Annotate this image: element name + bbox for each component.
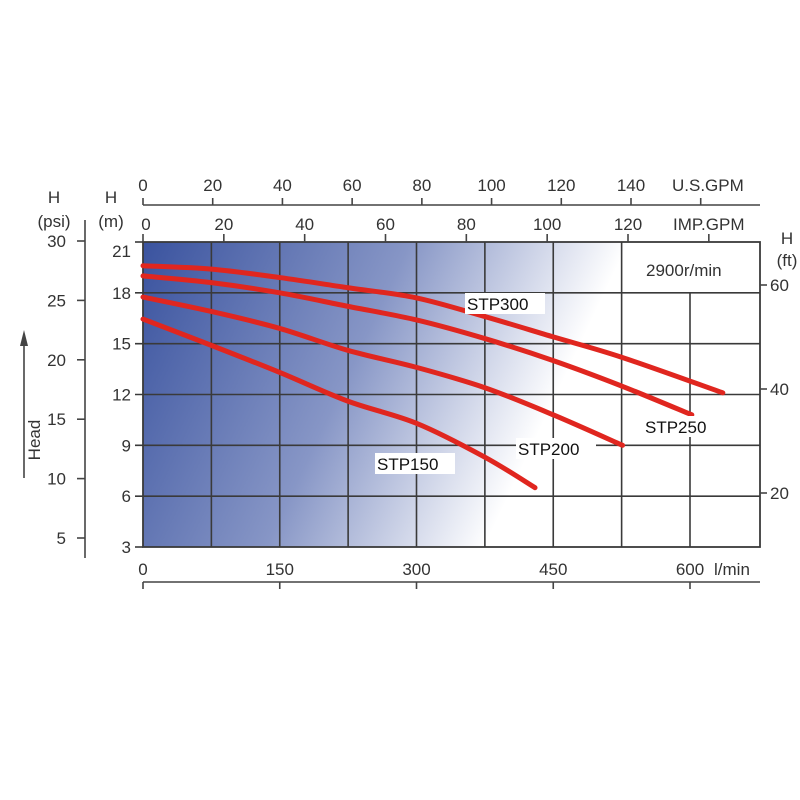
ft-tick-label: 40 xyxy=(770,380,789,399)
impgpm-tick-label: 20 xyxy=(214,215,233,234)
curve-stp200 xyxy=(140,294,626,448)
lmin-tick-label: 0 xyxy=(138,560,147,579)
head-arrow-icon xyxy=(20,330,28,478)
plot-frame xyxy=(142,241,761,548)
curves xyxy=(140,263,726,491)
psi-tick-label: 5 xyxy=(57,529,66,548)
curve-label-bg xyxy=(465,293,545,314)
psi-tick-label: 10 xyxy=(47,470,66,489)
m-tick-label: 18 xyxy=(112,284,131,303)
usgpm-tick-label: 100 xyxy=(477,176,505,195)
m-axis-unit: (m) xyxy=(98,212,123,231)
usgpm-tick-label: 140 xyxy=(617,176,645,195)
impgpm-tick-label: 120 xyxy=(614,215,642,234)
ft-axis-unit: (ft) xyxy=(777,251,798,270)
m-tick-label: 9 xyxy=(122,436,131,455)
ft-axis-title: H xyxy=(781,229,793,248)
psi-tick-label: 25 xyxy=(47,291,66,310)
grid xyxy=(135,241,761,548)
impgpm-tick-label: 40 xyxy=(295,215,314,234)
x-unit-label: l/min xyxy=(714,560,750,579)
psi-tick-label: 15 xyxy=(47,410,66,429)
lmin-tick-label: 150 xyxy=(266,560,294,579)
usgpm-axis-label: U.S.GPM xyxy=(672,176,744,195)
lmin-tick-label: 300 xyxy=(402,560,430,579)
ft-tick-label: 20 xyxy=(770,484,789,503)
psi-tick-label: 30 xyxy=(47,232,66,251)
curve-stp300 xyxy=(140,263,726,396)
usgpm-tick-label: 120 xyxy=(547,176,575,195)
impgpm-tick-label: 80 xyxy=(457,215,476,234)
psi-axis-title: H xyxy=(48,188,60,207)
speed-annotation: 2900r/min xyxy=(646,261,722,280)
curve-label-stp300: STP300 xyxy=(467,295,528,314)
curve-label-stp150: STP150 xyxy=(377,455,438,474)
m-tick-label: 12 xyxy=(112,386,131,405)
ft-tick-label: 60 xyxy=(770,276,789,295)
m-axis-title: H xyxy=(105,188,117,207)
head-axis-title: Head xyxy=(25,420,44,461)
m-tick-label: 21 xyxy=(112,242,131,261)
curve-label-bg xyxy=(516,438,596,459)
impgpm-axis-label: IMP.GPM xyxy=(673,215,744,234)
curve-label-bg xyxy=(375,453,455,474)
usgpm-tick-label: 0 xyxy=(138,176,147,195)
usgpm-tick-label: 40 xyxy=(273,176,292,195)
impgpm-tick-label: 60 xyxy=(376,215,395,234)
lmin-tick-label: 600 xyxy=(676,560,704,579)
m-tick-label: 6 xyxy=(122,487,131,506)
curve-stp150 xyxy=(140,316,538,491)
impgpm-tick-label: 0 xyxy=(141,215,150,234)
labels: STP300 STP250 STP200 STP150 xyxy=(375,293,723,474)
usgpm-tick-label: 20 xyxy=(203,176,222,195)
impgpm-tick-label: 100 xyxy=(533,215,561,234)
usgpm-tick-label: 80 xyxy=(412,176,431,195)
psi-tick-label: 20 xyxy=(47,351,66,370)
lmin-tick-label: 450 xyxy=(539,560,567,579)
m-tick-label: 15 xyxy=(112,335,131,354)
curve-stp250 xyxy=(140,273,695,418)
curve-label-stp250: STP250 xyxy=(645,418,706,437)
curve-label-bg xyxy=(643,416,723,437)
psi-axis-unit: (psi) xyxy=(37,212,70,231)
m-tick-label: 3 xyxy=(122,538,131,557)
curve-label-stp200: STP200 xyxy=(518,440,579,459)
usgpm-tick-label: 60 xyxy=(343,176,362,195)
